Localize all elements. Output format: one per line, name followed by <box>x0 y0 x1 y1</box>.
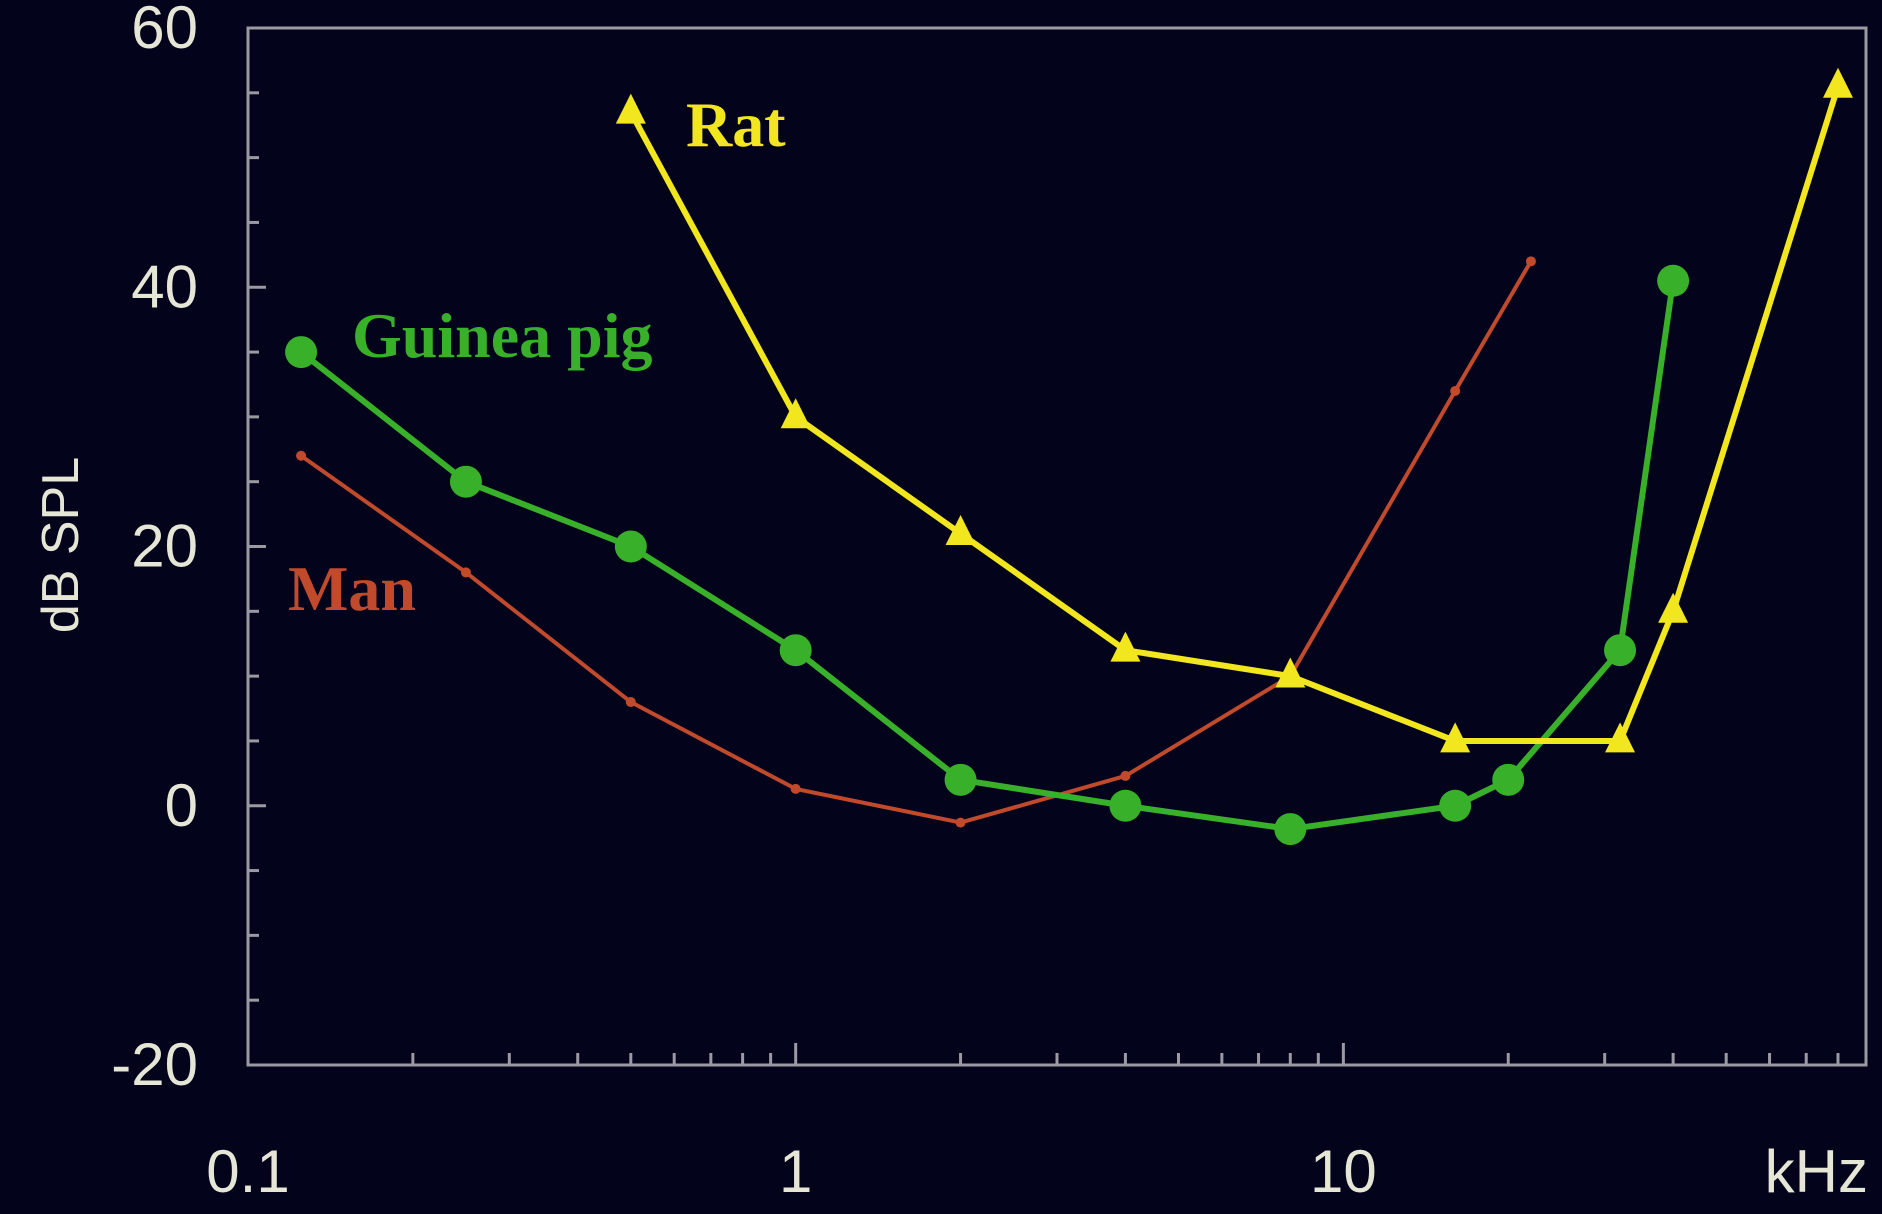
point-man <box>460 567 471 578</box>
point-guinea-pig <box>614 530 647 563</box>
y-tick-labels: 60 40 20 0 -20 <box>111 0 198 1098</box>
point-guinea-pig <box>944 763 977 796</box>
point-man <box>1525 256 1536 267</box>
y-tick-label: 0 <box>165 772 198 839</box>
point-rat <box>1822 67 1853 98</box>
point-man <box>1450 385 1461 396</box>
point-guinea-pig <box>1657 264 1690 297</box>
point-guinea-pig <box>1439 789 1472 822</box>
point-rat <box>1110 631 1141 662</box>
y-minor-ticks <box>248 26 266 1067</box>
point-man <box>1120 770 1131 781</box>
x-tick-label: 1 <box>779 1138 812 1205</box>
point-man <box>296 450 307 461</box>
point-man <box>625 697 636 708</box>
x-tick-labels: 0.1 1 10 <box>206 1138 1376 1205</box>
point-man <box>790 783 801 794</box>
point-rat <box>615 93 646 124</box>
point-guinea-pig <box>285 336 318 369</box>
point-rat <box>1605 722 1636 753</box>
point-rat <box>780 398 811 429</box>
point-guinea-pig <box>449 465 482 498</box>
point-rat <box>945 514 976 545</box>
point-guinea-pig <box>1604 634 1637 667</box>
point-man <box>955 817 966 828</box>
y-tick-label: -20 <box>111 1031 198 1098</box>
x-tick-label: 0.1 <box>206 1138 289 1205</box>
series-lines <box>299 85 1841 833</box>
series-markers <box>285 67 1853 846</box>
series-labels: Man Guinea pig Rat <box>288 89 786 624</box>
y-tick-label: 20 <box>131 513 198 580</box>
x-axis-unit-label: kHz <box>1765 1138 1868 1205</box>
point-guinea-pig <box>779 634 812 667</box>
x-tick-label: 10 <box>1310 1138 1377 1205</box>
point-rat <box>1658 592 1689 623</box>
y-axis-label: dB SPL <box>32 457 90 633</box>
point-rat <box>1275 657 1306 688</box>
point-rat <box>1440 722 1471 753</box>
x-minor-ticks <box>246 1043 1868 1065</box>
point-guinea-pig <box>1109 789 1142 822</box>
series-label-rat: Rat <box>686 89 786 160</box>
series-label-man: Man <box>288 553 416 624</box>
series-label-guinea-pig: Guinea pig <box>352 300 653 371</box>
y-tick-label: 40 <box>131 253 198 320</box>
point-guinea-pig <box>1492 763 1525 796</box>
point-guinea-pig <box>1274 813 1307 846</box>
y-tick-label: 60 <box>131 0 198 61</box>
plot-frame <box>246 26 1868 1067</box>
